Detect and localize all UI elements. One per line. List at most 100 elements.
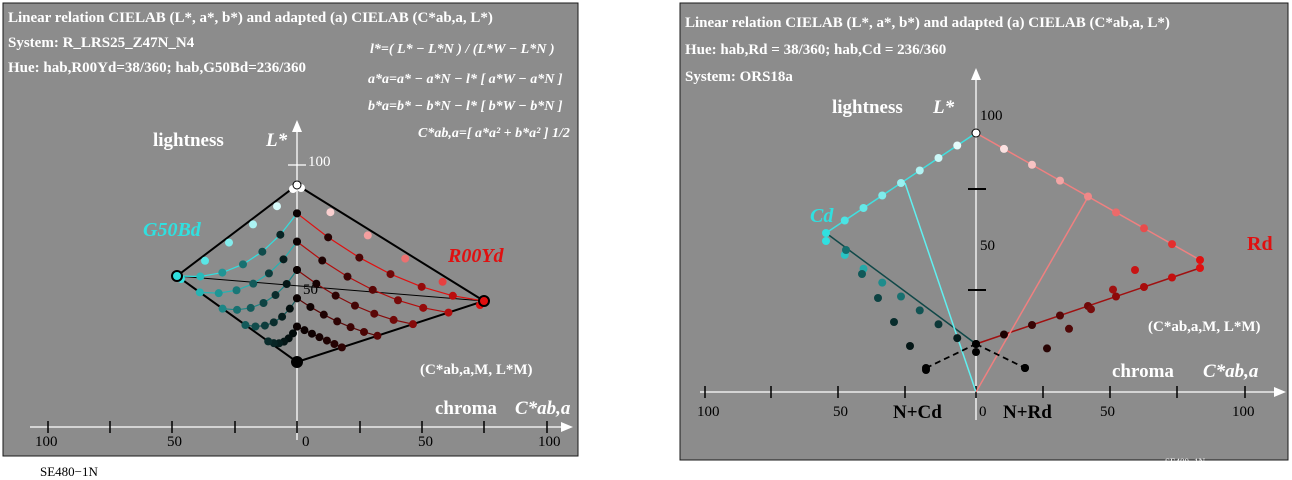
left-x-tick-label-4: 100 [538, 434, 561, 450]
left-cyan-point-4-5 [214, 289, 223, 298]
right-cyan-bottom-point-3 [878, 278, 887, 287]
right-series-curves [822, 128, 1204, 393]
right-white-point [971, 128, 981, 138]
left-red-point-2-6 [373, 331, 382, 340]
left-red-point-1-2 [307, 329, 316, 338]
right-red-bottom-point-8 [1196, 264, 1204, 272]
right-red-top-point-5 [1112, 208, 1120, 217]
right-red-top-point-4 [1084, 192, 1092, 201]
left-title: Linear relation CIELAB (L*, a*, b*) and … [8, 10, 493, 26]
right-red-top-point-8 [1196, 256, 1204, 264]
left-footer: SE480−1N [40, 464, 99, 479]
left-red-point-4-1 [318, 256, 327, 265]
right-cyan-outer-point-2 [874, 294, 882, 302]
left-red-point-4-6 [444, 308, 453, 317]
left-white-point [292, 180, 302, 190]
right-red-construction-line [975, 196, 1089, 393]
right-black-point [972, 340, 980, 348]
left-formula-2: a*a=a* − a*N − l* [ a*W − a*N ] [368, 72, 563, 87]
right-x-tick-label-3: 50 [1100, 404, 1115, 420]
left-cyan-point-5-5 [196, 272, 205, 281]
left-cyan-point-2-1 [285, 304, 294, 313]
left-lightness-label: lightness [153, 130, 224, 151]
right-lightness-label: lightness [832, 97, 903, 118]
left-hue-label-cyan: G50Bd [143, 219, 202, 241]
right-y-tick-label-100: 100 [980, 108, 1003, 124]
right-cyan-bottom-point-6 [934, 320, 943, 329]
left-red-point-1-4 [322, 336, 331, 345]
right-cyan-top-point-1 [953, 141, 962, 150]
right-cyan-bottom-point-0 [822, 237, 830, 245]
right-cyan-outer-point-0 [842, 246, 850, 254]
left-red-point-2-2 [319, 310, 328, 319]
left-cyan-point-5-2 [258, 247, 267, 256]
right-red-bottom-point-2 [1028, 321, 1036, 329]
right-red-top-point-1 [1000, 144, 1008, 153]
left-cyan-edge-point-2 [249, 220, 257, 229]
left-red-point-2-5 [360, 327, 369, 336]
left-red-edge-point-3 [401, 254, 410, 263]
right-system: System: ORS18a [685, 69, 793, 85]
left-cyan-point-2-4 [260, 321, 269, 330]
left-formula-4: C*ab,a=[ a*a² + b*a² ] 1/2 [418, 126, 570, 141]
left-black-point [291, 356, 303, 368]
left-formula-1: l*=( L* − L*N ) / (L*W − L*N ) [370, 42, 555, 57]
left-cyan-point-4-2 [264, 269, 273, 278]
left-coord-label: (C*ab,a,M, L*M) [420, 362, 533, 378]
left-x-tick-label-3: 50 [418, 434, 433, 450]
right-cyan-top-point-5 [878, 191, 887, 200]
right-red-bottom-point-7 [1168, 273, 1176, 282]
left-red-edge-point-4 [438, 277, 447, 286]
right-x-tick-label-1: 50 [833, 404, 848, 420]
left-cyan-point-4-6 [195, 288, 204, 297]
right-cyan-bottom-point-7 [953, 334, 962, 343]
left-cyan-point-3-5 [233, 305, 242, 314]
left-cyan-point-2-5 [251, 322, 260, 331]
left-red-point-4-3 [368, 285, 377, 294]
left-red-point-1-3 [315, 333, 324, 342]
left-panel [2, 2, 579, 457]
left-y-tick-label-100: 100 [308, 154, 331, 170]
right-cyan-bottom-point-4 [897, 292, 905, 301]
right-red-top-point-3 [1056, 176, 1064, 185]
left-red-point-3-5 [389, 315, 398, 324]
right-red-base-point [1021, 364, 1029, 372]
left-x-ticks [47, 421, 548, 433]
left-cyan-point-5-1 [276, 230, 285, 239]
right-lightness-arrow [971, 68, 981, 80]
left-chroma-label: chroma [435, 398, 497, 419]
left-cyan-point-4-3 [249, 279, 258, 288]
left-red-point-2-1 [306, 302, 315, 311]
right-base-label-left: N+Cd [893, 402, 942, 423]
right-cyan-bottom-point-5 [915, 306, 924, 315]
right-red-bottom-point-5 [1112, 292, 1120, 301]
left-red-point-5-4 [417, 282, 426, 291]
right-cyan-bottom-edge [825, 232, 977, 345]
left-cyan-point-4-1 [279, 255, 288, 264]
left-diamond-diagonal [176, 275, 485, 302]
right-cyan-outer-point-1 [858, 270, 866, 278]
left-hue-label-red: R00Yd [447, 245, 505, 267]
right-base-label-right: N+Rd [1003, 402, 1052, 423]
left-cyan-point-3-3 [259, 299, 268, 307]
left-cyan-endpoint [171, 270, 183, 282]
left-red-point-1-1 [300, 326, 309, 335]
right-cyan-top-point-6 [859, 204, 868, 212]
right-x-tick-label-4: 100 [1232, 404, 1255, 420]
right-lightness-symbol: L* [932, 97, 955, 118]
right-cyan-top-point-3 [915, 166, 924, 175]
left-red-point-1-5 [330, 340, 339, 349]
left-x-tick-label-2: 0 [302, 434, 310, 450]
left-system: System: R_LRS25_Z47N_N4 [8, 35, 195, 51]
left-lightness-arrow [292, 120, 302, 132]
right-red-top-point-6 [1140, 224, 1148, 233]
right-cyan-base-point [922, 364, 930, 372]
right-red-bottom-point-3 [1056, 311, 1064, 320]
left-red-point-3-3 [350, 301, 359, 310]
right-cyan-top-point-7 [840, 216, 849, 225]
right-chroma-symbol: C*ab,a [1203, 361, 1259, 382]
right-coord-label: (C*ab,a,M, L*M) [1148, 319, 1261, 335]
right-cyan-top-point-4 [897, 179, 905, 187]
left-red-point-2-0 [293, 294, 301, 303]
